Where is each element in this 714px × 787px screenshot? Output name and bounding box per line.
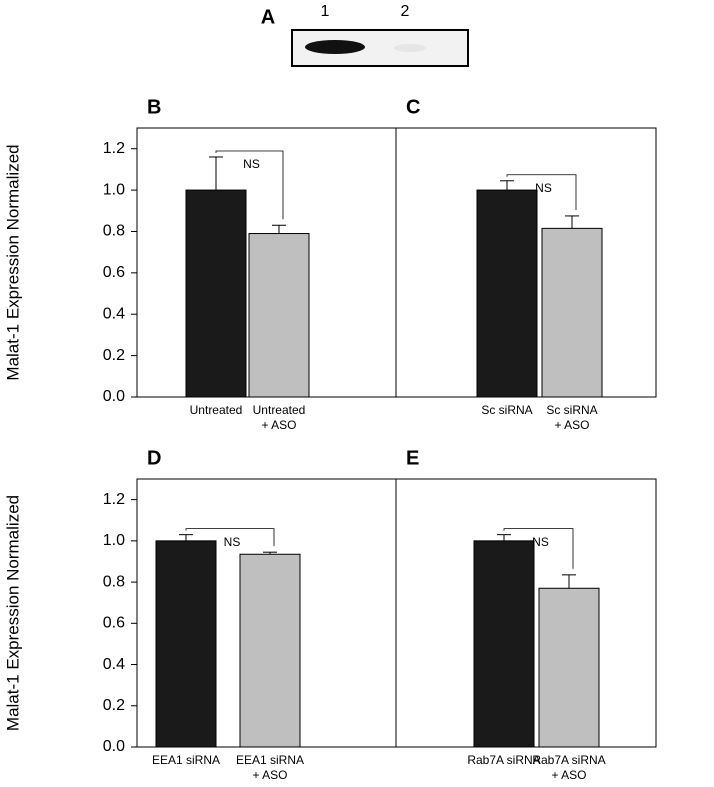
bar [239,553,301,748]
x-tick-label: EEA1 siRNA [152,753,220,767]
blot-band [394,44,426,52]
bar [476,189,538,398]
x-tick-label: Rab7A siRNA [467,753,540,767]
panel-label: C [406,96,420,118]
y-axis-label: Malat-1 Expression Normalized [3,144,22,380]
annotation: NS [535,181,552,195]
x-tick-label: Rab7A siRNA [532,753,605,767]
bracket [506,174,577,210]
bracket [215,150,284,220]
x-tick-label: + ASO [554,418,589,432]
y-tick-label: 0.4 [103,656,125,673]
x-tick-label: Untreated [253,403,306,417]
y-tick-label: 1.0 [103,532,125,549]
bar [473,540,535,748]
bar [541,227,603,398]
y-tick-label: 0.4 [103,305,125,322]
y-tick-label: 1.0 [103,181,125,198]
panel-label: A [261,6,275,28]
bar [248,233,310,398]
bar [538,587,600,748]
x-tick-label: Untreated [190,403,243,417]
annotation: NS [532,535,549,549]
blot-band [305,40,365,54]
y-tick-label: 0.6 [103,264,125,281]
y-tick-label: 1.2 [103,491,125,508]
x-tick-label: Sc siRNA [481,403,532,417]
y-tick-label: 0.0 [103,738,125,755]
x-tick-label: + ASO [252,768,287,782]
y-tick-label: 0.8 [103,573,125,590]
bracket [185,528,275,547]
panel-label: B [147,96,161,118]
bar [155,540,217,748]
y-tick-label: 0.8 [103,223,125,240]
bracket [503,528,574,569]
y-tick-label: 0.6 [103,615,125,632]
y-tick-label: 0.2 [103,697,125,714]
panel-label: D [147,447,161,469]
lane-label: 2 [401,3,410,20]
x-tick-label: EEA1 siRNA [236,753,304,767]
x-tick-label: + ASO [261,418,296,432]
y-tick-label: 0.2 [103,347,125,364]
annotation: NS [243,157,260,171]
x-tick-label: Sc siRNA [546,403,597,417]
lane-label: 1 [321,3,330,20]
y-axis-label: Malat-1 Expression Normalized [3,495,22,731]
panel-label: E [406,447,419,469]
y-tick-label: 0.0 [103,388,125,405]
bar [185,189,247,398]
x-tick-label: + ASO [551,768,586,782]
y-tick-label: 1.2 [103,140,125,157]
annotation: NS [224,535,241,549]
